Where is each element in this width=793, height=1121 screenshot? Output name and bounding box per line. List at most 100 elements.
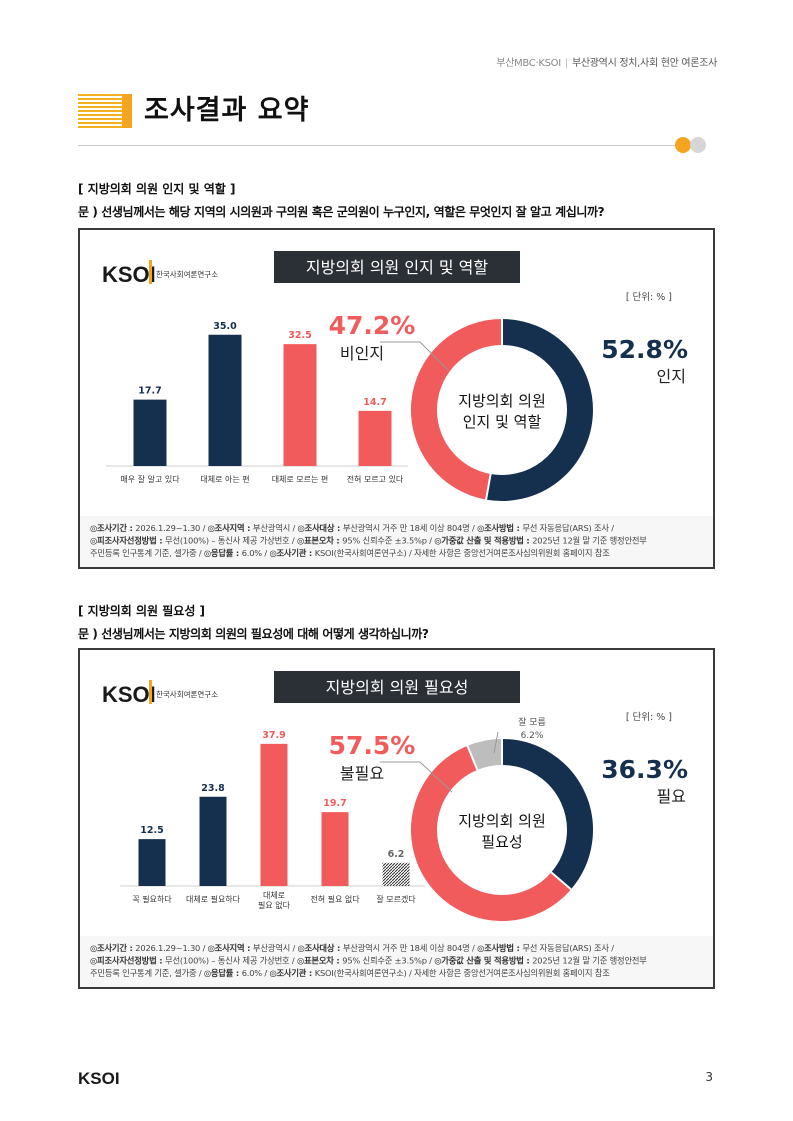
bar-3 <box>260 743 288 886</box>
chart-logo: KSOI <box>102 682 156 707</box>
bar-value-label-4: 19.7 <box>323 798 346 809</box>
header-separator: | <box>564 58 568 69</box>
footnote-part: ◎조사지역 : <box>208 523 253 533</box>
donut-value-비인지: 47.2% <box>329 311 416 340</box>
bar-category-label-3: 대체로 모르는 편 <box>272 474 329 484</box>
bar-value-label-2: 23.8 <box>201 783 225 794</box>
bar-category-label-line: 대체로 <box>263 890 285 900</box>
bar-category-label-5: 잘 모르겠다 <box>376 894 416 904</box>
footnote-line-2: ◎피조사자선정방법 : 무선(100%) – 통신사 제공 가상번호 / ◎표본… <box>90 536 647 546</box>
bar-category-label-line: 대체로 모르는 편 <box>272 474 329 484</box>
donut-center-label-1: 지방의회 의원 <box>458 392 546 410</box>
chart-title-box <box>274 671 520 703</box>
bar-category-label-line: 매우 잘 알고 있다 <box>120 474 180 484</box>
footnote-part: ◎가중값 산출 및 적용방법 : <box>434 536 532 546</box>
footnote-part: ◎응답률 : <box>204 548 242 558</box>
footnote-background <box>80 936 713 987</box>
footnote-part: ◎피조사자선정방법 : <box>90 956 165 966</box>
bar-value-label-3: 37.9 <box>262 730 285 741</box>
footnote-part: 6.0% / <box>242 968 270 978</box>
bar-category-label-line: 잘 모르겠다 <box>376 894 416 904</box>
title-accent-bar <box>122 94 132 128</box>
footnote-part: 2025년 12월 말 기준 행정안전부 <box>532 536 647 546</box>
footnote-part: 2025년 12월 말 기준 행정안전부 <box>532 956 647 966</box>
footnote-part: ◎조사기간 : <box>90 943 135 953</box>
donut-segment-비인지 <box>410 319 503 500</box>
footnote-part: 2026.1.29~1.30 / <box>135 523 207 533</box>
footnote-part: KSOI(한국사회여론연구소) / <box>315 548 414 558</box>
donut-segment-잘 모름 <box>467 739 503 771</box>
footnote-part: 주민등록 인구통계 기준, 셀가중 / <box>90 968 204 978</box>
footnote-part: 무선 자동응답(ARS) 조사 / <box>522 523 614 533</box>
chart-2-frame: KSOI 한국사회여론연구소 지방의회 의원 필요성[ 단위: % ] 12.5 꼭 필… <box>78 648 715 989</box>
footer-logo-mark: KSOI <box>78 1069 120 1088</box>
footnote-part: ◎조사대상 : <box>298 523 343 533</box>
header-org: 부산MBC·KSOI <box>496 58 561 69</box>
donut-separator <box>484 472 492 501</box>
footnote-part: 95% 신뢰수준 ±3.5%p / <box>342 536 434 546</box>
bar-category-label-4: 전혀 모르고 있다 <box>347 474 404 484</box>
title-stripes-decoration <box>78 94 122 128</box>
footnote-line-1: ◎조사기간 : 2026.1.29~1.30 / ◎조사지역 : 부산광역시 /… <box>90 943 614 953</box>
footnote-line-3: 주민등록 인구통계 기준, 셀가중 / ◎응답률 : 6.0% / ◎조사기관 … <box>90 548 610 558</box>
donut-separator <box>466 744 479 772</box>
bar-value-label-1: 17.7 <box>138 386 161 397</box>
bar-category-label-line: 대체로 아는 편 <box>200 474 249 484</box>
section-2-question: 문 ) 선생님께서는 지방의회 의원의 필요성에 대해 어떻게 생각하십니까? <box>78 627 429 641</box>
bar-category-label-4: 전혀 필요 없다 <box>310 894 360 904</box>
donut-segment-불필요 <box>411 745 571 921</box>
footnote-part: ◎피조사자선정방법 : <box>90 536 165 546</box>
footer-logo-text: KSOI <box>78 1069 120 1088</box>
chart-unit-label: [ 단위: % ] <box>626 711 672 723</box>
chart-title: 지방의회 의원 필요성 <box>326 678 469 697</box>
chart-logo-subtitle: 한국사회여론연구소 <box>156 269 218 279</box>
donut-name-비인지: 비인지 <box>340 344 384 363</box>
donut-segment-인지 <box>486 319 593 501</box>
chart-footnotes: ◎조사기간 : 2026.1.29~1.30 / ◎조사지역 : 부산광역시 /… <box>80 936 713 987</box>
chart-title-box <box>274 251 520 283</box>
footnote-part: ◎조사방법 : <box>477 943 522 953</box>
chart-1-frame: KSOI 한국사회여론연구소 지방의회 의원 인지 및 역할[ 단위: % ] 17.… <box>78 228 715 569</box>
bar-category-label-2: 대체로 아는 편 <box>200 474 249 484</box>
bar-category-label-1: 매우 잘 알고 있다 <box>120 474 180 484</box>
bar-category-label-2: 대체로 필요하다 <box>186 894 241 904</box>
bar-4 <box>321 812 349 886</box>
title-divider <box>78 145 678 146</box>
footnote-part: 무선 자동응답(ARS) 조사 / <box>522 943 614 953</box>
footnote-part: 주민등록 인구통계 기준, 셀가중 / <box>90 548 204 558</box>
footnote-line-3: 주민등록 인구통계 기준, 셀가중 / ◎응답률 : 6.0% / ◎조사기관 … <box>90 968 610 978</box>
footnote-part: 95% 신뢰수준 ±3.5%p / <box>342 956 434 966</box>
chart-logo: KSOI <box>102 262 156 287</box>
footnote-part: 무선(100%) – 통신사 제공 가상번호 / <box>165 956 297 966</box>
bar-1 <box>133 399 167 466</box>
bar-2 <box>208 334 242 466</box>
donut-value-불필요: 57.5% <box>329 731 416 760</box>
chart-title: 지방의회 의원 인지 및 역할 <box>306 258 489 277</box>
bar-category-label-line: 꼭 필요하다 <box>132 894 172 904</box>
page-title: 조사결과 요약 <box>144 95 310 126</box>
bar-3 <box>283 344 317 466</box>
footnote-part: 자세한 사항은 중앙선거여론조사심의위원회 홈페이지 참조 <box>414 548 610 558</box>
footnote-line-2: ◎피조사자선정방법 : 무선(100%) – 통신사 제공 가상번호 / ◎표본… <box>90 956 647 966</box>
running-header: 부산MBC·KSOI | 부산광역시 정치,사회 현안 여론조사 <box>496 54 717 69</box>
bar-value-label-1: 12.5 <box>140 825 163 836</box>
donut-leader-비인지 <box>380 341 449 371</box>
bar-2 <box>199 796 227 886</box>
footnote-part: ◎조사기관 : <box>269 968 314 978</box>
header-title: 부산광역시 정치,사회 현안 여론조사 <box>571 58 717 69</box>
chart-2: KSOI 한국사회여론연구소 지방의회 의원 필요성[ 단위: % ]12.5꼭 필… <box>80 671 713 987</box>
donut-name-잘 모름: 잘 모름 <box>518 716 546 728</box>
bar-category-label-line: 대체로 필요하다 <box>186 894 241 904</box>
donut-leader-불필요 <box>380 761 453 793</box>
orange-dot-decoration <box>675 137 691 153</box>
bar-category-label-1: 꼭 필요하다 <box>132 894 172 904</box>
footnote-part: KSOI(한국사회여론연구소) / <box>315 968 414 978</box>
donut-value-필요: 36.3% <box>601 755 688 784</box>
footnote-part: ◎표본오차 : <box>297 536 342 546</box>
bar-5 <box>382 862 410 886</box>
donut-center-label-1: 지방의회 의원 <box>458 812 546 830</box>
bar-category-label-line: 전혀 필요 없다 <box>310 894 360 904</box>
section-1-question: 문 ) 선생님께서는 해당 지역의 시의원과 구의원 혹은 군의원이 누구인지,… <box>78 205 605 219</box>
donut-name-필요: 필요 <box>657 787 686 806</box>
footnote-line-1: ◎조사기간 : 2026.1.29~1.30 / ◎조사지역 : 부산광역시 /… <box>90 523 614 533</box>
